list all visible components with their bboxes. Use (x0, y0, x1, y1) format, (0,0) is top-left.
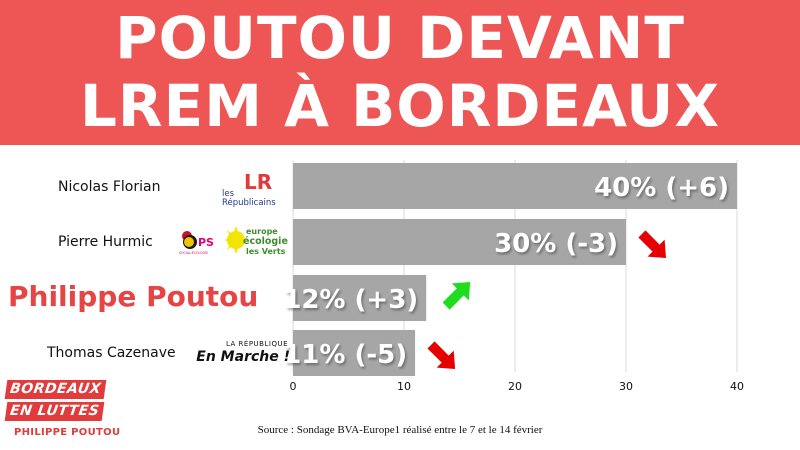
headline-line-2: LREM À BORDEAUX (79, 72, 721, 140)
candidate-name: Pierre Hurmic (58, 234, 153, 250)
badge-subtitle: PHILIPPE POUTOU (14, 427, 121, 438)
lr-mark: LR (244, 170, 273, 194)
candidate-name: Thomas Cazenave (47, 345, 176, 361)
badge-line-1: BORDEAUX (4, 380, 107, 399)
lr-wordmark: les Républicains (222, 189, 276, 208)
bar (293, 275, 427, 321)
x-tick-label: 20 (508, 380, 522, 390)
x-tick-label: 40 (730, 380, 744, 390)
poll-bar-chart: 40% (+6) 30% (-3) 12% (+3) 11% (-5) 0 10 20 30… (283, 160, 744, 390)
x-tick-label: 30 (619, 380, 633, 390)
svg-text:SOCIAL-ÉCOLOGIE: SOCIAL-ÉCOLOGIE (179, 250, 208, 255)
bar (293, 219, 626, 265)
bar-data-label: 40% (+6) (594, 173, 729, 203)
en-marche-logo: LA RÉPUBLIQUE En Marche ! (196, 340, 292, 370)
bar-data-label: 30% (-3) (494, 229, 618, 259)
x-tick-label: 0 (290, 380, 297, 390)
trend-up-arrow-icon (442, 282, 471, 310)
trend-down-arrow-icon (638, 230, 666, 258)
source-note: Source : Sondage BVA-Europe1 réalisé ent… (257, 424, 543, 436)
em-main-text: En Marche ! (196, 349, 290, 365)
bar-data-label: 11% (-5) (283, 340, 407, 370)
svg-text:europe: europe (246, 227, 278, 236)
les-republicains-logo: LR les Républicains (222, 170, 284, 208)
bar-data-label: 12% (+3) (283, 285, 418, 315)
header-banner: POUTOU DEVANT LREM À BORDEAUX (0, 0, 800, 145)
x-tick-label: 10 (397, 380, 411, 390)
trend-down-arrow-icon (427, 341, 456, 369)
badge-line-2: EN LUTTES (4, 402, 105, 421)
bordeaux-en-luttes-badge: BORDEAUX EN LUTTES PHILIPPE POUTOU (4, 380, 120, 442)
candidate-name: Nicolas Florian (58, 179, 161, 195)
svg-text:les Verts: les Verts (246, 247, 286, 256)
svg-text:écologie: écologie (243, 236, 288, 247)
eelv-logo: europe écologie les Verts (224, 226, 288, 256)
ps-logo: PS SOCIAL-ÉCOLOGIE (179, 231, 214, 255)
headline-line-1: POUTOU DEVANT (115, 4, 685, 72)
svg-text:PS: PS (198, 236, 214, 249)
bar (293, 163, 737, 209)
candidate-name: Philippe Poutou (8, 280, 259, 313)
em-top-text: LA RÉPUBLIQUE (225, 340, 288, 348)
bar (293, 330, 416, 376)
